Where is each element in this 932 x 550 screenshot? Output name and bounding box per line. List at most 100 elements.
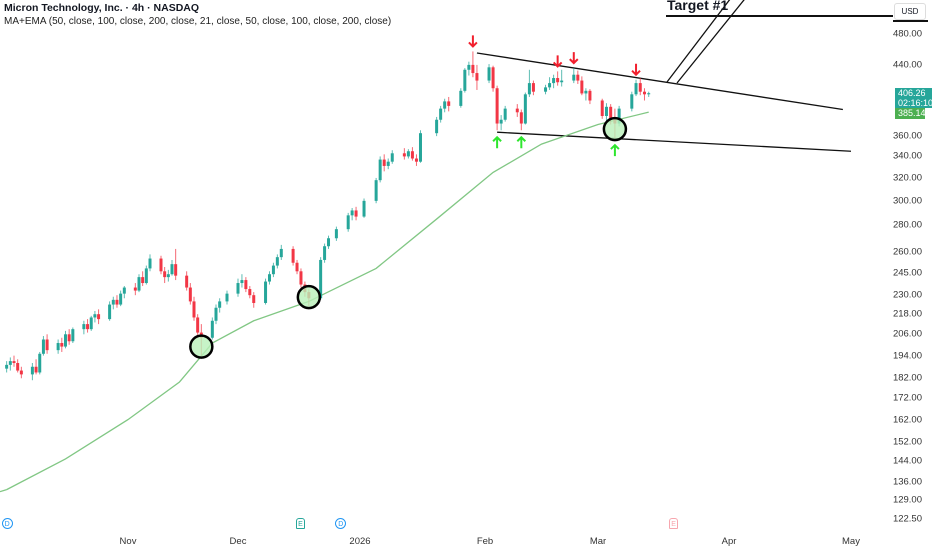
candle-body [435, 119, 439, 134]
candle-body [475, 73, 479, 81]
candle [319, 257, 323, 300]
dividend-event-icon[interactable]: D [335, 518, 347, 529]
candle-body [402, 153, 406, 157]
candle-body [580, 80, 584, 94]
candle [19, 366, 23, 379]
candle [572, 68, 576, 84]
candle-body [192, 301, 196, 318]
candle-body [323, 246, 327, 260]
candle-body [406, 151, 410, 157]
candle [267, 271, 271, 285]
candle-body [443, 101, 447, 109]
earnings-event-icon[interactable]: E [295, 518, 305, 529]
candle [34, 359, 38, 375]
price-tick-label: 136.00 [892, 476, 922, 488]
candle [8, 357, 12, 371]
price-tick-label: 144.00 [892, 455, 922, 467]
candle [499, 115, 503, 131]
price-tick-label: 480.00 [892, 28, 922, 40]
currency-button[interactable]: USD [894, 3, 926, 20]
candle [279, 244, 283, 260]
candle-body [600, 100, 604, 117]
candle [402, 148, 406, 160]
ma-value-badge: 385.14 [895, 108, 926, 119]
candle [45, 334, 49, 354]
candle [89, 315, 93, 331]
moving-average-layer [0, 111, 649, 493]
candle-body [115, 299, 119, 305]
candle-body [137, 277, 141, 291]
candle [334, 226, 338, 241]
candle-body [170, 264, 174, 275]
highlight-circle [189, 334, 214, 359]
candle-body [119, 293, 123, 305]
candle-body [552, 78, 556, 84]
price-tick-label: 194.00 [892, 350, 922, 362]
candle [439, 105, 443, 123]
candle-body [544, 87, 548, 92]
candle-body [248, 289, 252, 296]
candle [576, 70, 580, 84]
candle-body [8, 361, 12, 365]
candle-body [414, 158, 418, 162]
breakout-projection-line [676, 0, 745, 84]
candle [141, 271, 145, 287]
price-tick-label: 320.00 [892, 172, 922, 184]
candle [323, 243, 327, 263]
candle [642, 88, 646, 101]
candle-body [174, 264, 178, 276]
annotations-layer [476, 0, 893, 152]
price-tick-label: 162.00 [892, 414, 922, 426]
arrow-down-icon [552, 55, 563, 68]
candle-body [362, 200, 366, 217]
candle-body [108, 304, 112, 320]
candle [406, 149, 410, 159]
indicator-legend[interactable]: MA+EMA (50, close, 100, close, 200, clos… [4, 16, 392, 27]
candle-body [491, 67, 495, 89]
candle-body [225, 293, 229, 302]
time-tick-label: 2026 [349, 536, 371, 547]
symbol-title[interactable]: Micron Technology, Inc. · 4h · NASDAQ [4, 2, 200, 14]
candle [218, 298, 222, 313]
candle-body [447, 101, 451, 106]
candle-body [5, 364, 9, 369]
candle [188, 283, 192, 305]
candle [214, 304, 218, 325]
candle-body [350, 210, 354, 216]
price-tick-label: 260.00 [892, 246, 922, 258]
candle [350, 208, 354, 221]
bar-countdown: 02:16:10 [898, 98, 932, 108]
candle-body [30, 366, 34, 375]
candle-body [148, 258, 152, 269]
price-tick-label: 122.50 [892, 513, 922, 525]
candle [174, 248, 178, 281]
time-tick-label: Apr [721, 536, 737, 547]
candle-body [67, 334, 71, 342]
target-label: Target #1 [667, 0, 729, 13]
earnings-event-icon[interactable]: E [669, 518, 679, 529]
candle-body [86, 324, 90, 330]
candle-body [499, 119, 503, 124]
candle [275, 254, 279, 269]
candle [252, 292, 256, 308]
highlight-circle [602, 116, 628, 142]
candle [443, 98, 447, 113]
candle [346, 212, 350, 232]
candle-body [252, 295, 256, 303]
candle [630, 91, 634, 112]
price-tick-label: 230.00 [892, 289, 922, 301]
candle [515, 104, 519, 117]
candle [471, 51, 475, 78]
candle [410, 147, 414, 161]
moving-average-line [0, 488, 7, 493]
candle-body [588, 90, 592, 101]
candle-body [71, 329, 75, 342]
dividend-event-icon[interactable]: D [1, 518, 13, 529]
target-line-axis-marker [893, 20, 928, 22]
candle [580, 76, 584, 96]
candle-body [210, 320, 214, 338]
candle-body [334, 229, 338, 239]
lower-trendline [497, 131, 852, 152]
arrow-down-icon [569, 52, 579, 65]
